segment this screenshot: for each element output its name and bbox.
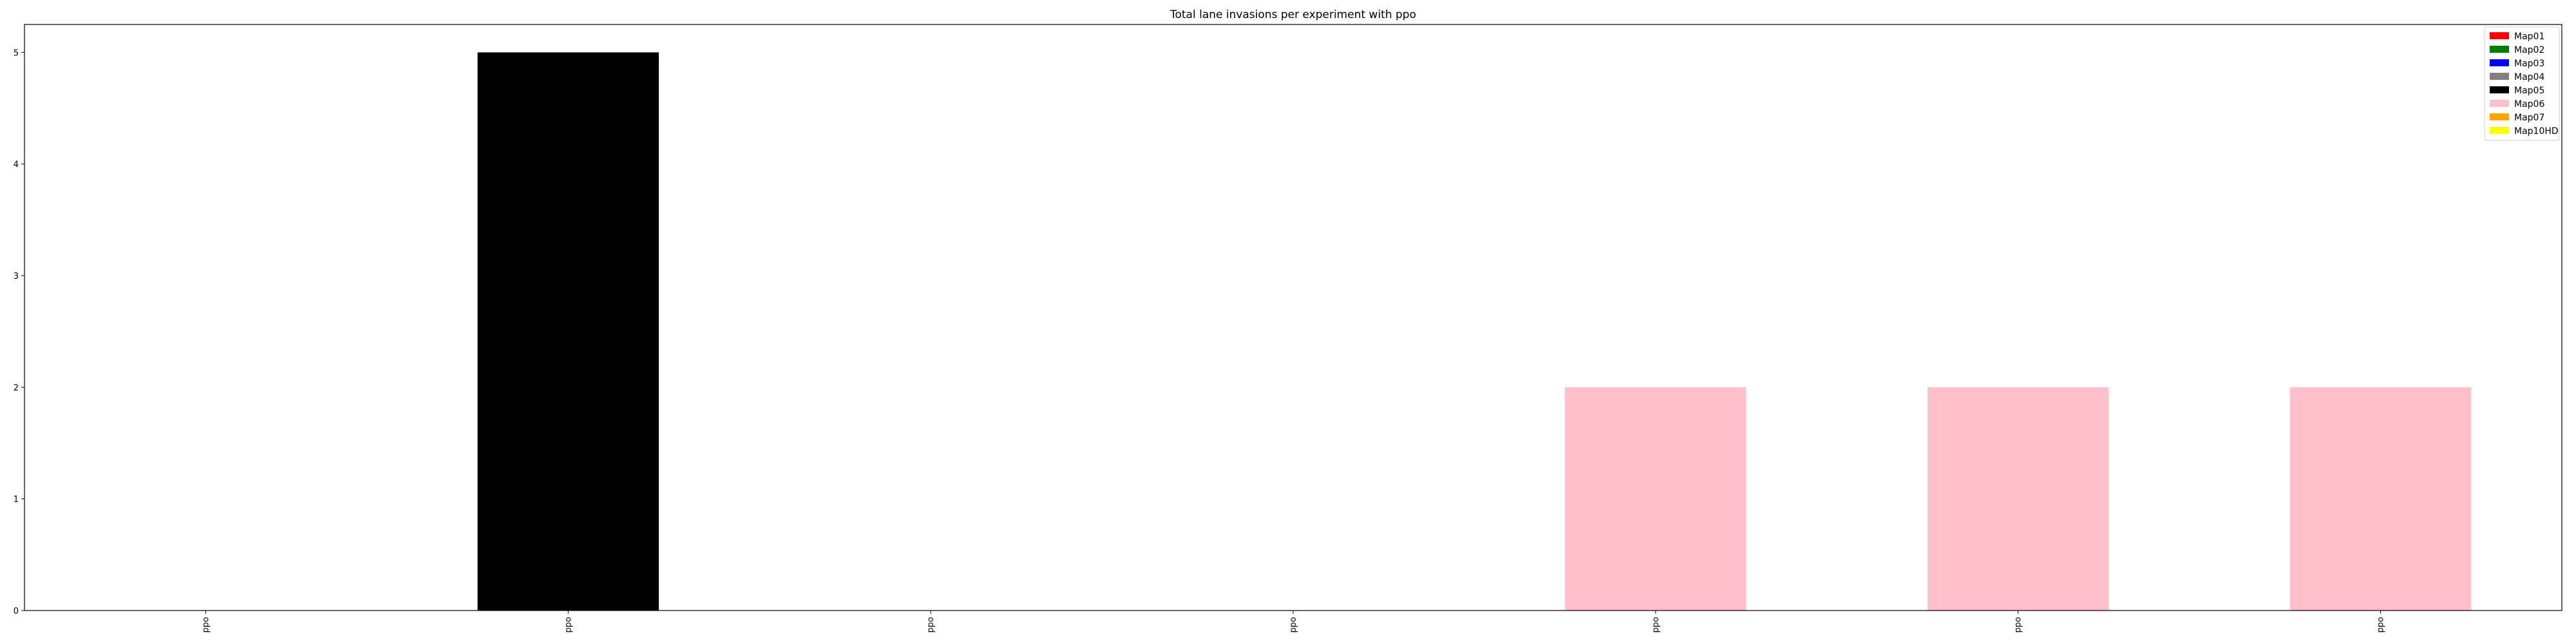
- y-tick-label: 3: [14, 272, 19, 281]
- y-tick-label: 5: [14, 48, 19, 58]
- legend-label: Map10HD: [2514, 126, 2559, 137]
- y-axis: 0 1 2 3 4 5: [14, 48, 24, 616]
- legend-label: Map04: [2514, 72, 2544, 82]
- chart-title: Total lane invasions per experiment with…: [1170, 8, 1416, 21]
- bar-map06: [2289, 387, 2472, 611]
- y-tick-label: 1: [14, 495, 19, 505]
- bars: [477, 52, 2472, 611]
- y-tick-label: 0: [14, 607, 19, 616]
- legend-label: Map03: [2514, 59, 2544, 69]
- bar-map06: [1565, 387, 1747, 611]
- y-tick-label: 2: [14, 383, 19, 393]
- legend-box: [2484, 26, 2560, 141]
- legend-swatch: [2490, 127, 2509, 134]
- legend-swatch: [2490, 32, 2509, 39]
- legend: Map01 Map02 Map03 Map04 Map05 Map06 Map07 Map10…: [2484, 26, 2560, 141]
- legend-label: Map05: [2514, 86, 2544, 96]
- bar-map05: [477, 52, 659, 611]
- legend-swatch: [2490, 59, 2509, 66]
- y-tick-label: 4: [14, 160, 19, 170]
- legend-swatch: [2490, 113, 2509, 120]
- legend-label: Map07: [2514, 113, 2544, 123]
- x-tick-label: ppo: [1651, 617, 1661, 633]
- legend-swatch: [2490, 73, 2509, 80]
- x-tick-label: ppo: [926, 617, 936, 633]
- legend-swatch: [2490, 100, 2509, 107]
- legend-label: Map06: [2514, 99, 2544, 109]
- legend-swatch: [2490, 86, 2509, 93]
- x-tick-label: ppo: [1289, 617, 1298, 633]
- plot-frame: [24, 24, 2562, 611]
- x-tick-label: ppo: [2376, 617, 2386, 633]
- x-tick-label: ppo: [201, 617, 211, 633]
- x-tick-label: ppo: [2014, 617, 2023, 633]
- legend-swatch: [2490, 46, 2509, 53]
- bar-map06: [1927, 387, 2109, 611]
- legend-label: Map01: [2514, 32, 2544, 42]
- legend-label: Map02: [2514, 45, 2544, 55]
- x-tick-label: ppo: [564, 617, 573, 633]
- x-axis: ppo ppo ppo ppo ppo ppo ppo: [201, 611, 2386, 633]
